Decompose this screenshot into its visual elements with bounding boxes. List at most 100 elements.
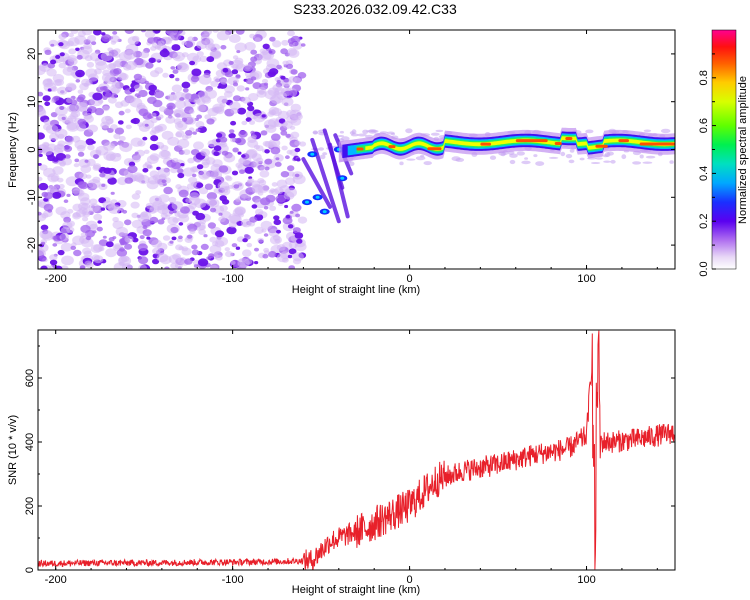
- noise-blob: [192, 131, 197, 135]
- noise-blob: [124, 235, 134, 243]
- noise-blob: [167, 216, 179, 225]
- noise-blob: [65, 176, 79, 187]
- noise-blob: [294, 173, 300, 178]
- noise-blob: [87, 178, 101, 189]
- noise-blob: [142, 119, 155, 129]
- noise-blob: [604, 152, 611, 158]
- noise-blob: [158, 114, 164, 119]
- noise-blob: [140, 211, 148, 218]
- noise-blob: [206, 198, 217, 207]
- noise-blob: [250, 76, 257, 81]
- noise-blob: [269, 36, 276, 42]
- noise-blob: [124, 243, 133, 250]
- noise-blob: [70, 30, 79, 34]
- noise-blob: [170, 262, 179, 269]
- noise-blob: [131, 193, 141, 200]
- noise-blob: [114, 244, 121, 250]
- noise-blob: [200, 148, 211, 157]
- noise-blob: [391, 132, 395, 136]
- noise-blob: [187, 157, 195, 164]
- noise-blob: [233, 184, 240, 189]
- noise-blob: [168, 210, 174, 215]
- noise-blob: [144, 30, 156, 39]
- noise-blob: [322, 152, 328, 156]
- noise-blob: [215, 69, 226, 78]
- noise-blob: [250, 134, 257, 139]
- y-tick-label: 600: [24, 369, 36, 387]
- noise-blob: [169, 74, 175, 79]
- noise-blob: [173, 109, 184, 118]
- y-tick-label: 200: [24, 497, 36, 515]
- noise-blob: [91, 254, 100, 261]
- noise-blob: [38, 106, 46, 116]
- noise-blob: [264, 158, 273, 165]
- noise-blob: [92, 164, 101, 171]
- noise-blob: [250, 49, 258, 55]
- noise-blob: [135, 190, 142, 195]
- noise-blob: [281, 97, 294, 107]
- colorbar-tick-label: 0.6: [698, 118, 710, 133]
- transition-blob-core: [315, 195, 320, 199]
- noise-blob: [113, 133, 121, 140]
- noise-blob: [63, 216, 71, 223]
- noise-blob: [55, 54, 61, 59]
- colorbar-gradient: [711, 29, 737, 270]
- noise-blob: [101, 34, 112, 42]
- noise-blob: [255, 208, 264, 216]
- noise-blob: [210, 80, 219, 87]
- noise-blob: [196, 114, 203, 119]
- noise-blob: [272, 84, 282, 92]
- noise-blob: [133, 84, 143, 92]
- noise-blob: [269, 235, 282, 245]
- noise-blob: [181, 247, 192, 256]
- noise-blob: [230, 120, 237, 126]
- noise-blob: [220, 141, 228, 148]
- noise-blob: [169, 240, 174, 244]
- noise-blob: [568, 159, 575, 164]
- noise-blob: [38, 65, 46, 76]
- noise-blob: [75, 47, 80, 51]
- noise-blob: [140, 30, 147, 33]
- noise-blob: [220, 78, 228, 85]
- noise-blob: [80, 232, 87, 238]
- noise-blob: [148, 57, 156, 64]
- noise-blob: [38, 147, 43, 155]
- noise-blob: [152, 174, 161, 181]
- noise-blob: [516, 151, 525, 156]
- noise-blob: [157, 219, 165, 225]
- noise-blob: [175, 77, 180, 82]
- noise-blob: [133, 73, 143, 81]
- noise-blob: [237, 107, 247, 115]
- noise-blob: [232, 147, 239, 153]
- noise-blob: [43, 192, 54, 200]
- noise-blob: [226, 226, 237, 235]
- noise-blob: [171, 44, 181, 51]
- noise-blob: [115, 226, 129, 237]
- noise-blob: [85, 235, 92, 241]
- signal-band-hotspot: [356, 147, 364, 151]
- spectrogram-x-label: Height of straight line (km): [292, 284, 420, 296]
- noise-blob: [235, 246, 241, 250]
- noise-blob: [59, 52, 65, 57]
- noise-blob: [261, 114, 266, 118]
- noise-blob: [177, 62, 188, 71]
- noise-blob: [264, 149, 270, 154]
- noise-blob: [206, 256, 212, 260]
- noise-blob: [196, 40, 208, 49]
- colorbar-label: Normalized spectral amplitude: [737, 76, 749, 224]
- noise-blob: [66, 97, 74, 104]
- x-tick-label: -200: [45, 574, 67, 586]
- noise-blob: [144, 80, 149, 85]
- noise-blob: [270, 146, 281, 155]
- noise-blob: [81, 78, 91, 87]
- transition-streak: [301, 157, 332, 209]
- noise-blob: [130, 201, 140, 209]
- noise-blob: [231, 170, 239, 176]
- noise-blob: [94, 68, 102, 75]
- noise-blob: [181, 41, 187, 46]
- noise-blob: [288, 265, 295, 269]
- noise-blob: [118, 255, 132, 266]
- noise-blob: [131, 155, 141, 163]
- noise-blob: [74, 139, 87, 150]
- noise-blob: [261, 49, 269, 56]
